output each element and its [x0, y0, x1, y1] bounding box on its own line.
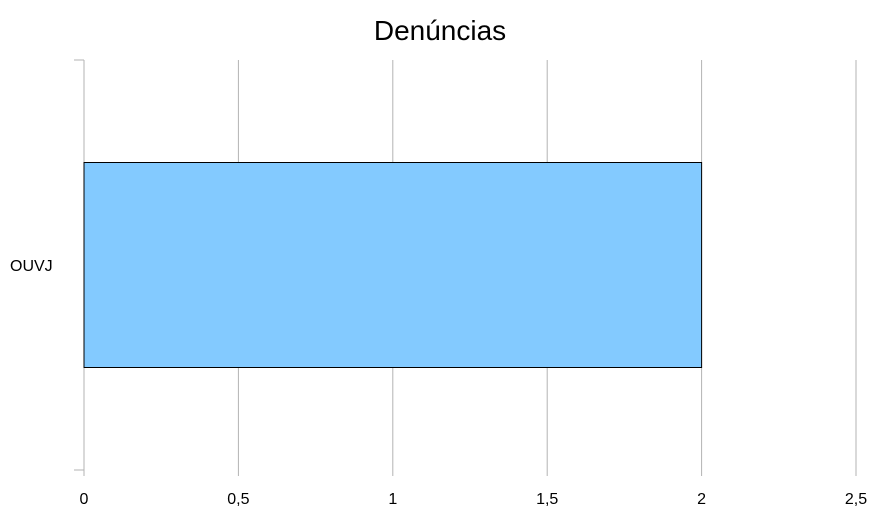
category-label: OUVJ [10, 258, 53, 275]
x-tick-labels: 0 0,5 1 1,5 2 2,5 [80, 491, 868, 508]
x-tick-label: 0,5 [227, 491, 249, 508]
category-labels: OUVJ [10, 258, 53, 275]
x-tick-label: 2 [697, 491, 706, 508]
x-tick-label: 1 [388, 491, 397, 508]
x-tick-label: 1,5 [536, 491, 558, 508]
bars [83, 162, 703, 368]
x-tick-label: 0 [80, 491, 89, 508]
chart-title: Denúncias [374, 15, 506, 46]
bar [83, 162, 703, 368]
x-tick-label: 2,5 [845, 491, 867, 508]
